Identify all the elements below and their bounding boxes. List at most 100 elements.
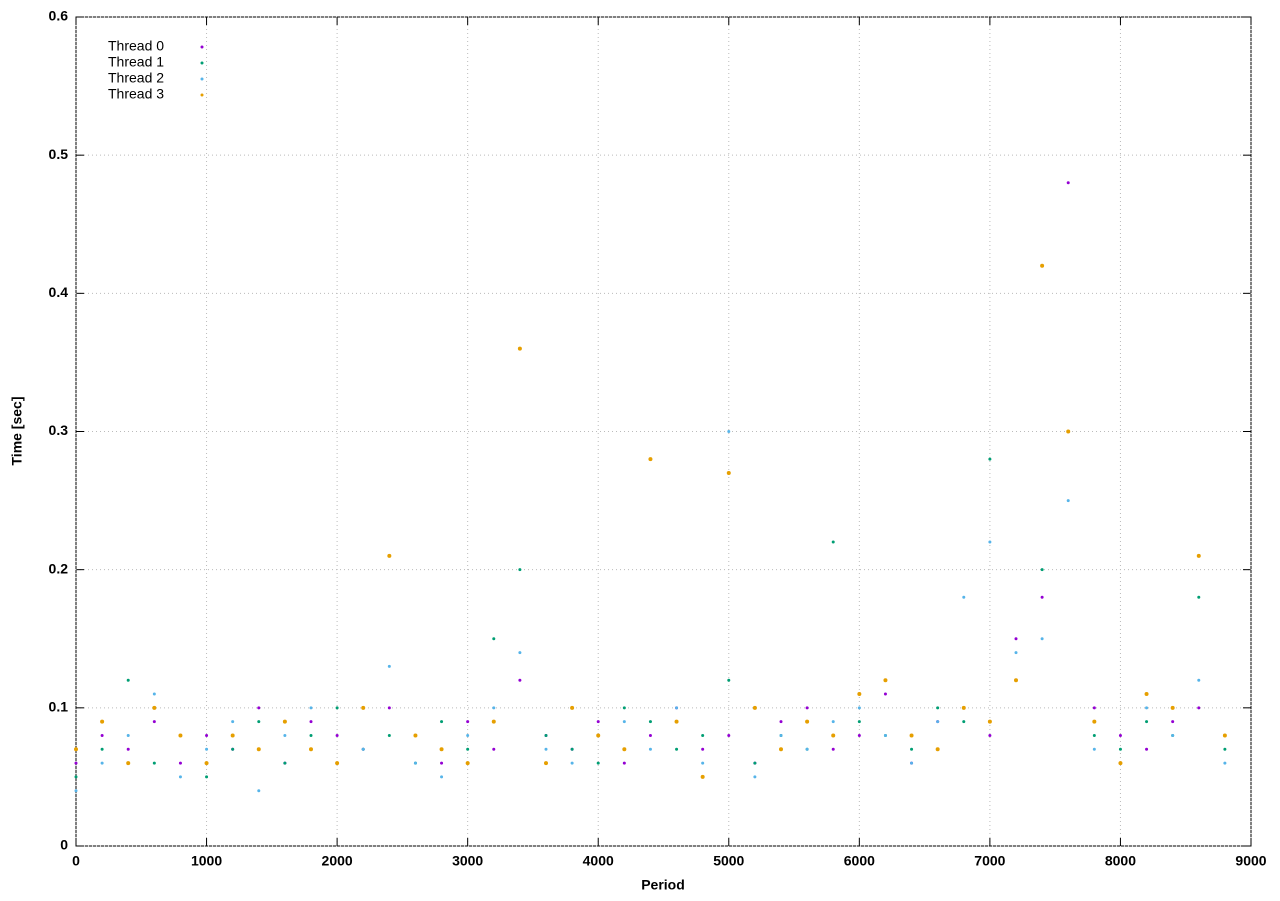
legend-label: Thread 1 — [108, 54, 164, 70]
point — [988, 540, 992, 544]
point — [674, 719, 679, 724]
legend-marker — [200, 77, 204, 81]
point — [257, 789, 261, 793]
point — [387, 664, 391, 668]
x-tick-label: 5000 — [713, 853, 744, 869]
point — [1066, 499, 1070, 503]
point — [309, 706, 313, 710]
point — [74, 775, 78, 779]
x-tick-label: 2000 — [322, 853, 353, 869]
point — [231, 747, 235, 751]
point — [204, 761, 209, 766]
point — [857, 720, 861, 724]
point — [857, 706, 861, 710]
point — [544, 733, 548, 737]
point — [126, 678, 130, 682]
point — [413, 761, 417, 765]
point — [1014, 678, 1018, 683]
y-tick-label: 0.2 — [49, 560, 69, 576]
point — [831, 540, 835, 544]
point — [361, 705, 366, 710]
y-tick-label: 0.6 — [49, 8, 69, 24]
point — [205, 775, 209, 779]
point — [1040, 637, 1044, 641]
point — [1092, 719, 1097, 724]
point — [257, 706, 261, 710]
point — [883, 733, 887, 737]
point — [230, 733, 235, 738]
point — [466, 720, 470, 724]
point — [335, 706, 339, 710]
x-axis-label: Period — [641, 877, 685, 893]
point — [100, 761, 104, 765]
point — [413, 733, 418, 738]
point — [779, 747, 783, 752]
point — [517, 346, 522, 351]
legend-label: Thread 2 — [108, 70, 164, 86]
point — [988, 733, 992, 737]
point — [492, 747, 496, 751]
point — [831, 747, 835, 751]
point — [257, 720, 261, 724]
x-tick-label: 7000 — [974, 853, 1005, 869]
point — [152, 705, 157, 710]
point — [779, 720, 783, 724]
point — [1197, 595, 1201, 599]
point — [1197, 678, 1201, 682]
point — [622, 720, 626, 724]
point — [596, 733, 601, 738]
point — [675, 747, 679, 751]
point — [178, 761, 182, 765]
y-tick-label: 0 — [60, 837, 68, 853]
point — [727, 430, 731, 433]
point — [1197, 706, 1201, 710]
point — [805, 706, 809, 710]
point — [987, 719, 992, 724]
point — [831, 720, 835, 724]
y-tick-label: 0.5 — [49, 146, 69, 162]
point — [283, 733, 287, 737]
point — [570, 761, 574, 765]
point — [440, 775, 444, 779]
legend-marker — [200, 61, 204, 65]
point — [283, 761, 287, 765]
point — [700, 774, 705, 779]
point — [1040, 263, 1045, 268]
point — [387, 706, 391, 710]
x-tick-label: 8000 — [1105, 853, 1136, 869]
x-tick-label: 6000 — [844, 853, 875, 869]
point — [935, 747, 940, 752]
point — [648, 733, 652, 737]
point — [1066, 429, 1071, 434]
point — [1144, 692, 1149, 697]
point — [727, 678, 731, 682]
point — [1092, 733, 1096, 737]
point — [74, 761, 78, 765]
point — [440, 720, 444, 724]
point — [726, 470, 731, 475]
point — [648, 457, 653, 462]
point — [1145, 706, 1149, 710]
point — [753, 761, 757, 765]
point — [440, 761, 444, 765]
point — [74, 747, 78, 752]
point — [857, 692, 862, 697]
point — [100, 747, 104, 751]
point — [831, 733, 836, 738]
point — [1092, 706, 1096, 710]
point — [361, 747, 365, 751]
point — [1092, 747, 1096, 751]
point — [648, 747, 652, 751]
point — [1171, 720, 1175, 724]
y-axis-label: Time [sec] — [9, 397, 25, 466]
point — [962, 595, 966, 599]
legend-marker — [200, 45, 204, 49]
point — [1145, 720, 1149, 724]
point — [701, 747, 705, 751]
point — [466, 747, 470, 751]
point — [910, 747, 914, 751]
point — [648, 720, 652, 724]
point — [622, 761, 626, 765]
x-tick-label: 1000 — [191, 853, 222, 869]
point — [387, 733, 391, 737]
